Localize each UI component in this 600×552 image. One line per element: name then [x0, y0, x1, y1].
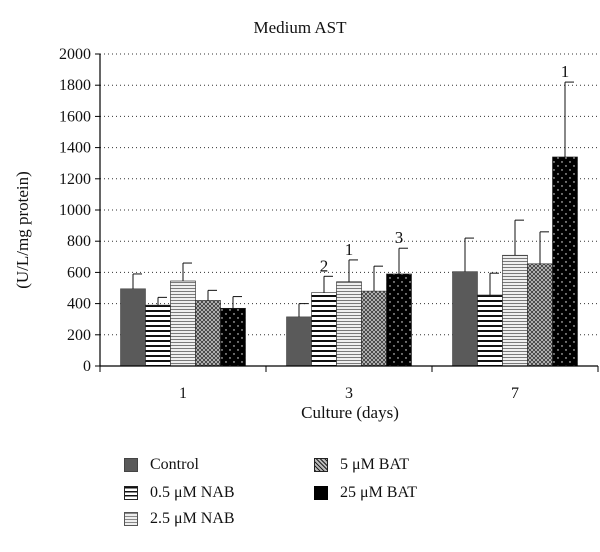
bar	[170, 280, 196, 367]
legend-label-control: Control	[150, 456, 199, 473]
bar	[527, 263, 553, 367]
bar	[386, 273, 412, 367]
legend-item-5-um-bat: 5 μM BAT	[314, 455, 409, 475]
y-tick-label: 800	[67, 233, 91, 250]
x-tick-label: 3	[345, 385, 353, 402]
y-tick-label: 1400	[59, 140, 91, 157]
chart-title: Medium AST	[253, 18, 347, 37]
legend-label-2-5-um-nab: 2.5 μM NAB	[150, 510, 235, 527]
significance-label: 1	[345, 240, 354, 259]
legend-swatch-control	[124, 458, 138, 472]
y-tick-label: 1200	[59, 171, 91, 188]
bar	[220, 307, 246, 367]
legend-item-2-5-um-nab: 2.5 μM NAB	[124, 509, 235, 529]
legend-label-0-5-um-nab: 0.5 μM NAB	[150, 484, 235, 501]
legend-swatch-2-5-um-nab	[124, 512, 138, 526]
y-tick-label: 200	[67, 327, 91, 344]
legend-item-25-um-bat: 25 μM BAT	[314, 483, 417, 503]
bar	[120, 288, 146, 367]
legend-swatch-0-5-um-nab	[124, 486, 138, 500]
x-tick-label: 1	[179, 385, 187, 402]
legend-item-0-5-um-nab: 0.5 μM NAB	[124, 483, 235, 503]
significance-label: 2	[320, 256, 329, 275]
y-tick-label: 1800	[59, 77, 91, 94]
y-tick-label: 600	[67, 264, 91, 281]
legend-swatch-25-um-bat	[314, 486, 328, 500]
significance-label: 3	[395, 228, 404, 247]
bar	[361, 290, 387, 367]
significance-label: 1	[561, 62, 570, 81]
y-tick-label: 1600	[59, 108, 91, 125]
x-tick-label: 7	[511, 385, 519, 402]
y-tick-label: 2000	[59, 46, 91, 63]
legend-label-5-um-bat: 5 μM BAT	[340, 456, 410, 473]
bar	[286, 316, 312, 367]
bar	[452, 271, 478, 367]
bar	[311, 292, 337, 367]
bar	[145, 304, 171, 367]
y-tick-label: 1000	[59, 202, 91, 219]
x-axis-label: Culture (days)	[301, 403, 399, 422]
bar	[336, 281, 362, 367]
bar	[477, 294, 503, 367]
legend-item-control: Control	[124, 455, 199, 475]
bar	[195, 300, 221, 367]
legend-label-25-um-bat: 25 μM BAT	[340, 484, 418, 501]
bar	[552, 156, 578, 367]
y-tick-label: 400	[67, 296, 91, 313]
y-tick-label: 0	[83, 358, 91, 375]
bar	[502, 254, 528, 367]
legend-swatch-5-um-bat	[314, 458, 328, 472]
